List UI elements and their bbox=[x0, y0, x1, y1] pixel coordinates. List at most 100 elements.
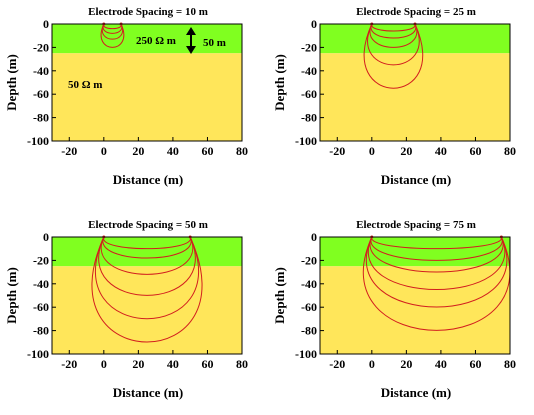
x-tick-label: 40 bbox=[435, 357, 447, 371]
current-line-3 bbox=[100, 237, 194, 275]
current-line-3 bbox=[369, 237, 504, 273]
x-axis-label: Distance (m) bbox=[113, 172, 183, 187]
x-tick-label: -20 bbox=[329, 357, 345, 371]
x-tick-label: 20 bbox=[400, 357, 412, 371]
current-line-3 bbox=[369, 24, 418, 48]
x-tick-label: -20 bbox=[61, 357, 77, 371]
y-tick-label: -60 bbox=[301, 87, 317, 101]
plot-frame bbox=[51, 23, 243, 142]
current-line-1 bbox=[371, 237, 502, 250]
upper-resistivity-label: 250 Ω m bbox=[136, 35, 176, 47]
y-tick-label: -20 bbox=[33, 253, 49, 267]
current-line-6 bbox=[363, 237, 510, 331]
y-axis-label: Depth (m) bbox=[4, 267, 19, 324]
x-tick-label: 60 bbox=[469, 357, 481, 371]
y-tick-label: 0 bbox=[43, 17, 49, 31]
thickness-arrow-head-up bbox=[186, 27, 196, 35]
panel-title: Electrode Spacing = 25 m bbox=[356, 6, 476, 18]
y-tick-label: -20 bbox=[301, 253, 317, 267]
y-tick-label: -80 bbox=[301, 111, 317, 125]
upper-layer bbox=[52, 24, 242, 54]
panel-2: -20 0 20 40 60 80 0 -20 -40 -60 -80 -100 Electrode S… bbox=[272, 6, 516, 187]
x-tick-label: 0 bbox=[369, 144, 375, 158]
y-tick-label: -80 bbox=[33, 324, 49, 338]
y-axis-label: Depth (m) bbox=[272, 54, 287, 111]
lower-layer bbox=[320, 53, 510, 141]
y-axis-label: Depth (m) bbox=[272, 267, 287, 324]
upper-layer bbox=[52, 237, 242, 267]
panel-title: Electrode Spacing = 50 m bbox=[88, 219, 208, 231]
current-line-3 bbox=[101, 24, 124, 40]
x-tick-label: 80 bbox=[236, 357, 248, 371]
lower-layer bbox=[52, 266, 242, 354]
x-tick-label: 60 bbox=[469, 144, 481, 158]
y-tick-label: -100 bbox=[295, 134, 317, 148]
current-lines bbox=[91, 237, 203, 343]
y-tick-label: -100 bbox=[27, 134, 49, 148]
x-tick-label: 20 bbox=[132, 357, 144, 371]
lower-layer bbox=[52, 53, 242, 141]
y-tick-label: -60 bbox=[301, 300, 317, 314]
current-lines bbox=[363, 24, 424, 89]
x-tick-label: 20 bbox=[400, 144, 412, 158]
y-tick-label: -60 bbox=[33, 300, 49, 314]
x-tick-label: 80 bbox=[236, 144, 248, 158]
x-tick-label: 60 bbox=[201, 144, 213, 158]
y-tick-label: -100 bbox=[27, 347, 49, 361]
x-axis-label: Distance (m) bbox=[113, 385, 183, 400]
current-line-2 bbox=[102, 237, 192, 259]
y-tick-label: -20 bbox=[301, 40, 317, 54]
x-tick-label: 80 bbox=[504, 144, 516, 158]
x-tick-label: 40 bbox=[167, 144, 179, 158]
lower-resistivity-label: 50 Ω m bbox=[68, 79, 102, 91]
x-tick-label: 0 bbox=[101, 144, 107, 158]
y-tick-label: -40 bbox=[33, 277, 49, 291]
x-tick-label: 0 bbox=[101, 357, 107, 371]
plot-frame bbox=[51, 236, 243, 355]
upper-layer bbox=[320, 237, 510, 267]
panel-1: -20 0 20 40 60 80 0 -20 -40 -60 -80 -100 Electrode S… bbox=[4, 6, 248, 187]
x-tick-label: -20 bbox=[329, 144, 345, 158]
current-line-4 bbox=[100, 24, 125, 48]
x-tick-label: 0 bbox=[369, 357, 375, 371]
current-line-5 bbox=[95, 237, 199, 320]
thickness-arrow-head-down bbox=[186, 46, 196, 54]
y-tick-label: -60 bbox=[33, 87, 49, 101]
x-axis-label: Distance (m) bbox=[381, 172, 451, 187]
y-tick-label: 0 bbox=[43, 230, 49, 244]
current-line-6 bbox=[91, 237, 203, 343]
x-axis-label: Distance (m) bbox=[381, 385, 451, 400]
panel-4: -20 0 20 40 60 80 0 -20 -40 -60 -80 -100 Electrode S… bbox=[272, 219, 516, 400]
x-tick-label: 60 bbox=[201, 357, 213, 371]
current-line-5 bbox=[365, 237, 508, 308]
thickness-label: 50 m bbox=[203, 37, 226, 49]
y-axis-label: Depth (m) bbox=[4, 54, 19, 111]
y-tick-label: 0 bbox=[311, 230, 317, 244]
current-line-4 bbox=[98, 237, 196, 296]
y-tick-label: -20 bbox=[33, 40, 49, 54]
x-tick-label: -20 bbox=[61, 144, 77, 158]
y-tick-label: 0 bbox=[311, 17, 317, 31]
plot-frame bbox=[319, 23, 511, 142]
panel-title: Electrode Spacing = 10 m bbox=[88, 6, 208, 18]
y-tick-label: -40 bbox=[301, 64, 317, 78]
plot-frame bbox=[319, 236, 511, 355]
y-tick-label: -100 bbox=[295, 347, 317, 361]
y-tick-label: -80 bbox=[301, 324, 317, 338]
y-tick-label: -40 bbox=[33, 64, 49, 78]
y-tick-label: -80 bbox=[33, 111, 49, 125]
y-tick-label: -40 bbox=[301, 277, 317, 291]
current-line-1 bbox=[103, 237, 191, 250]
current-line-2 bbox=[370, 237, 503, 261]
x-tick-label: 40 bbox=[435, 144, 447, 158]
current-line-5 bbox=[363, 24, 424, 89]
panel-3: -20 0 20 40 60 80 0 -20 -40 -60 -80 -100 Electrode S… bbox=[4, 219, 248, 400]
lower-layer bbox=[320, 266, 510, 354]
current-line-2 bbox=[370, 24, 417, 39]
x-tick-label: 40 bbox=[167, 357, 179, 371]
x-tick-label: 80 bbox=[504, 357, 516, 371]
panel-title: Electrode Spacing = 75 m bbox=[356, 219, 476, 231]
current-line-4 bbox=[367, 24, 420, 66]
